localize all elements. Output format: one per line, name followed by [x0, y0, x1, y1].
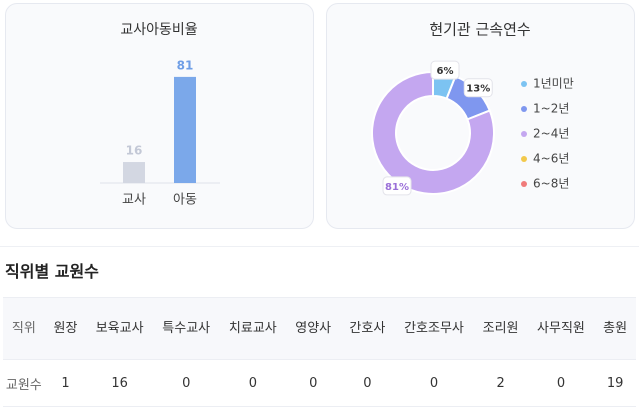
x-tick-label: 아동: [173, 193, 197, 208]
bar-card: [5, 3, 314, 229]
table-cell: 16: [86, 359, 153, 407]
x-tick-label: 교사: [122, 193, 146, 208]
header-cell: 간호사: [340, 297, 395, 360]
header-cell: 간호조무사: [394, 297, 474, 360]
legend-label: 4~6년: [533, 152, 569, 166]
legend-label: 2~4년: [533, 127, 569, 141]
charts: 교사아동비율 현기관 근속연수 16 교사 81 아동 1년미만 1~2년 2~4년 4~6년…: [100, 21, 574, 208]
table-cell: 2: [473, 359, 528, 407]
header-cell: 치료교사: [219, 297, 287, 360]
legend-marker: [521, 181, 527, 187]
data-label-box: [382, 176, 412, 196]
legend-marker: [521, 131, 527, 137]
data-label: 81%: [385, 182, 409, 193]
header-cell: 특수교사: [152, 297, 220, 360]
table-cell: 0: [340, 359, 395, 407]
table-cell: 0: [527, 359, 595, 407]
table-cell: 0: [286, 359, 341, 407]
bar: [123, 162, 145, 183]
table-cell: 0: [219, 359, 287, 407]
section-title: 직위별 교원수: [5, 262, 99, 281]
table: 직위 원장 보육교사 특수교사 치료교사 영양사 간호사 간호조무사 조리원 사무직원 총원 교원수 1…: [3, 297, 636, 407]
table-cell: 0: [394, 359, 474, 407]
donut-segment: [371, 70, 495, 195]
header-cell: 총원: [594, 297, 636, 360]
legend-marker: [521, 156, 527, 162]
legend-label: 1년미만: [533, 77, 574, 91]
data-label-box: [430, 60, 460, 80]
header-cell: 원장: [44, 297, 87, 360]
legend-label: 1~2년: [533, 102, 569, 116]
data-label-box: [463, 78, 493, 98]
bar-value-label: 81: [177, 58, 194, 72]
table-cell: 19: [594, 359, 636, 407]
table-row: 교원수 1 16 0 0 0 0 0 2 0 19: [3, 359, 636, 407]
legend-marker: [521, 81, 527, 87]
header-cell: 직위: [3, 297, 45, 360]
header-cell: 영양사: [286, 297, 341, 360]
bar-value-label: 16: [126, 144, 143, 158]
legend-label: 6~8년: [533, 177, 569, 191]
legend-marker: [521, 106, 527, 112]
data-label: 13%: [466, 84, 490, 95]
header-cell: 조리원: [473, 297, 528, 360]
chart-title: 교사아동비율: [120, 22, 197, 38]
table-cell: 교원수: [3, 359, 45, 407]
header-cell: 보육교사: [86, 297, 153, 360]
chart-title: 현기관 근속연수: [429, 21, 530, 39]
table-cell: 1: [44, 359, 87, 407]
divider: [0, 246, 639, 247]
header-cell: 사무직원: [527, 297, 595, 360]
bar: [174, 76, 196, 183]
data-label: 6%: [437, 66, 454, 77]
table-cell: 0: [152, 359, 220, 407]
